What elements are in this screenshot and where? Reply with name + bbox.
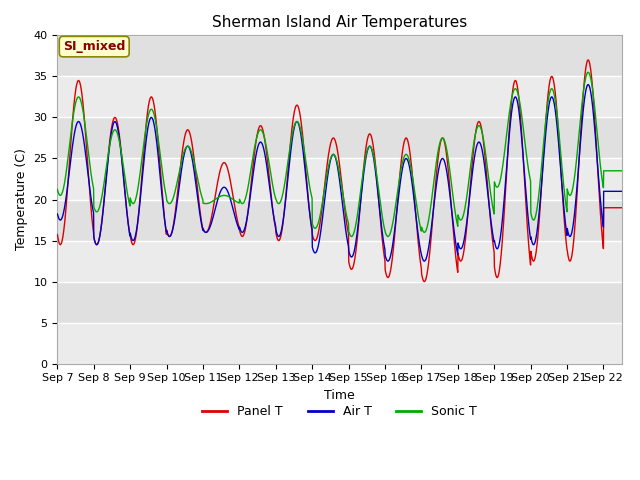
Title: Sherman Island Air Temperatures: Sherman Island Air Temperatures bbox=[212, 15, 467, 30]
Text: SI_mixed: SI_mixed bbox=[63, 40, 125, 53]
Bar bbox=[58, 240, 621, 282]
Bar bbox=[58, 36, 621, 76]
Y-axis label: Temperature (C): Temperature (C) bbox=[15, 149, 28, 251]
Bar bbox=[58, 158, 621, 200]
Bar bbox=[58, 200, 621, 240]
Bar bbox=[58, 118, 621, 158]
Bar bbox=[58, 282, 621, 323]
Legend: Panel T, Air T, Sonic T: Panel T, Air T, Sonic T bbox=[197, 400, 482, 423]
Bar bbox=[58, 76, 621, 118]
Bar bbox=[58, 323, 621, 364]
X-axis label: Time: Time bbox=[324, 389, 355, 402]
